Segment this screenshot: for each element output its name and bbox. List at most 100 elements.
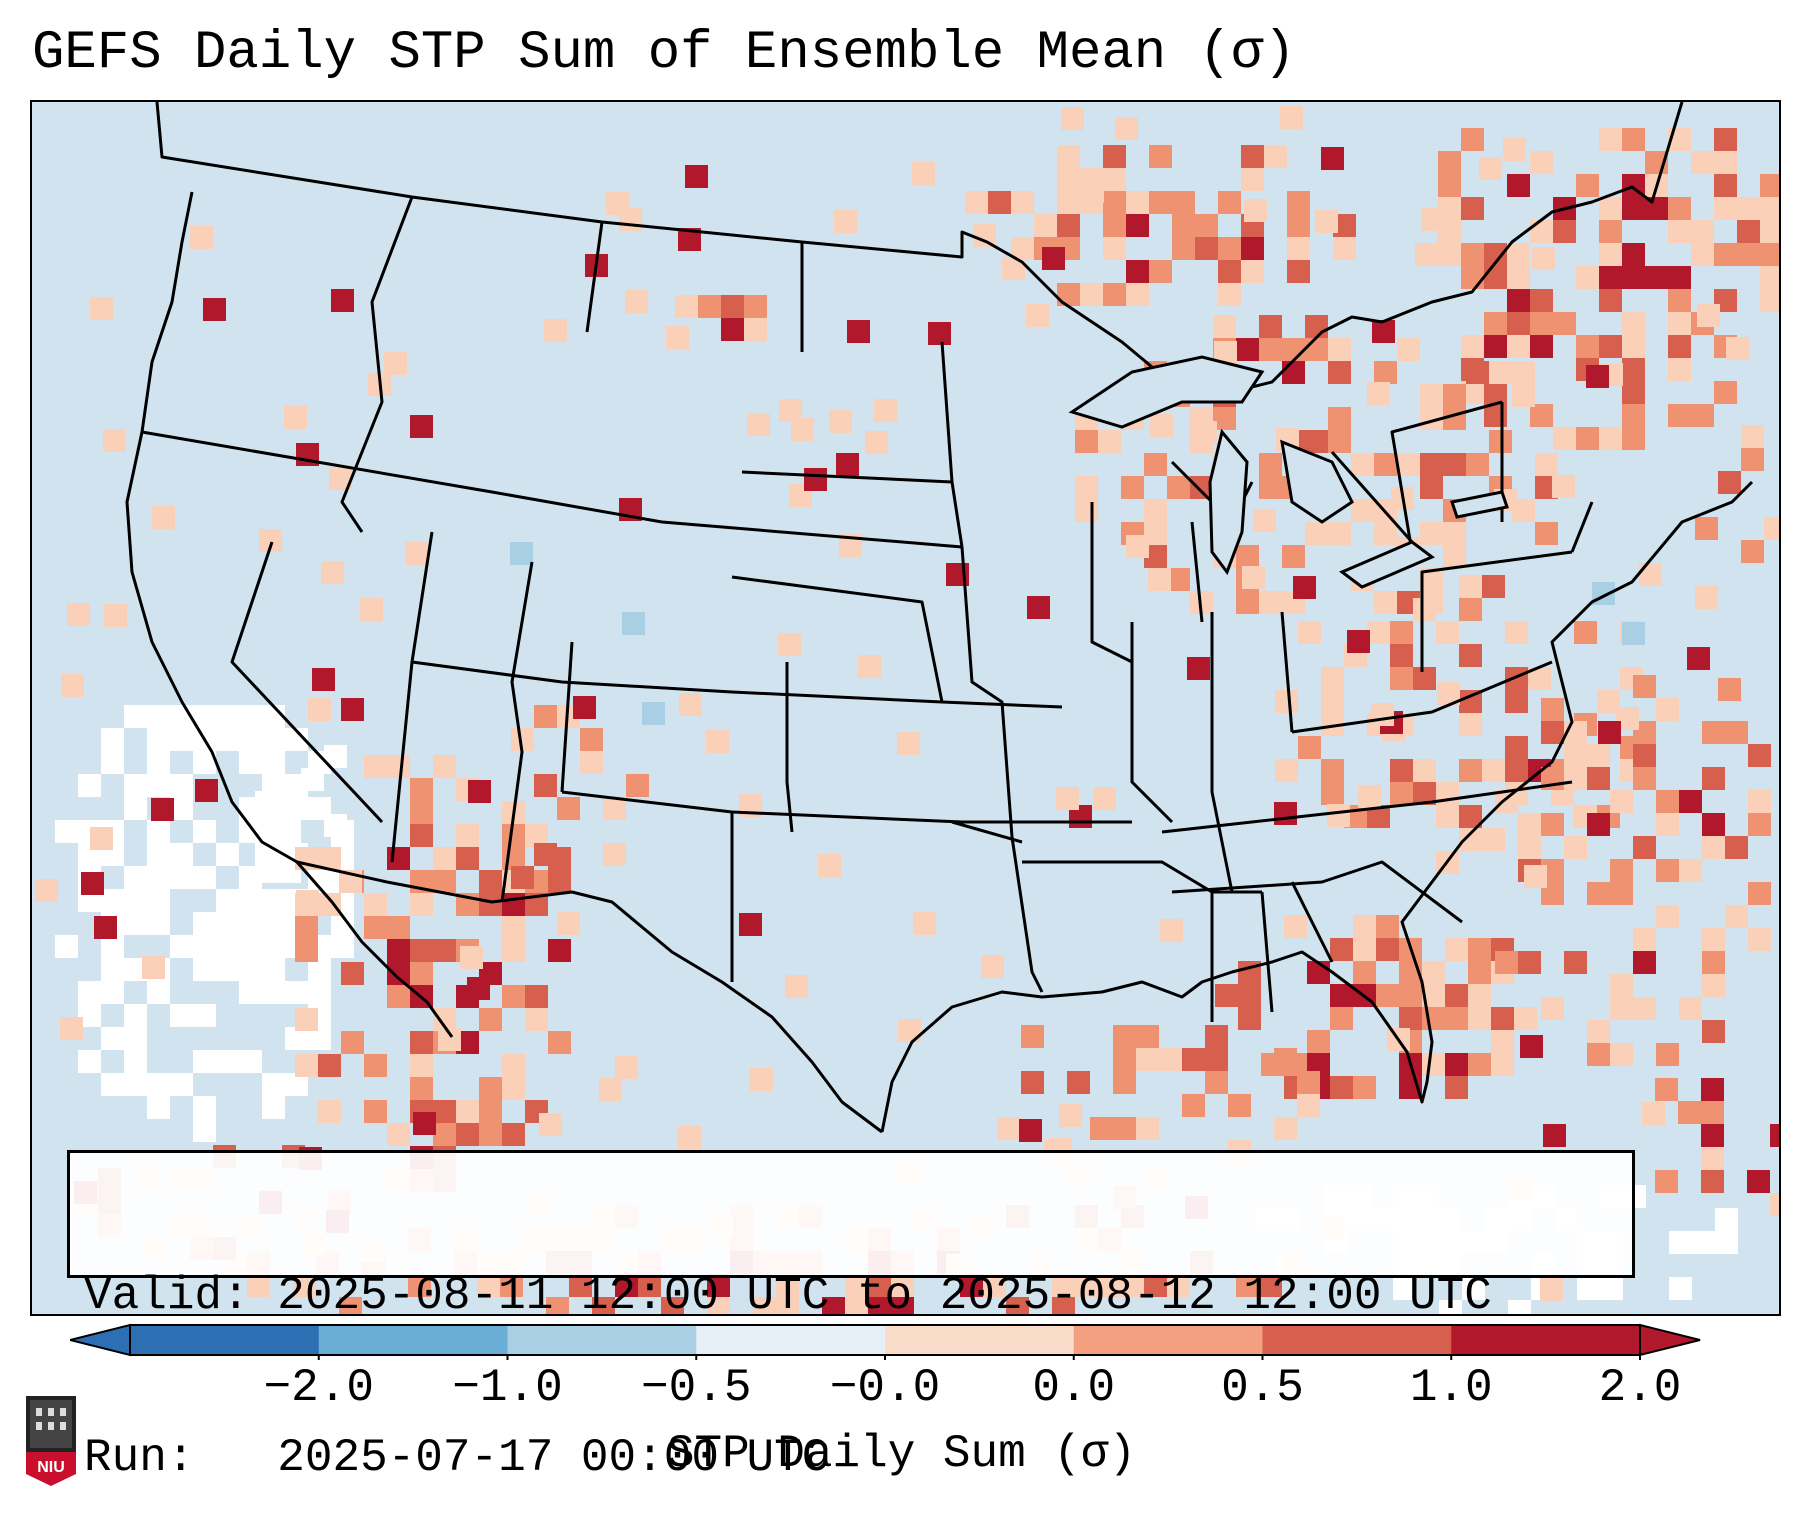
field-cell: [891, 1297, 914, 1314]
field-cell: [387, 985, 410, 1008]
field-cell: [638, 1274, 661, 1297]
field-cell: [1390, 667, 1413, 690]
lake-huron: [1280, 439, 1354, 524]
field-cell: [1656, 1043, 1679, 1066]
field-cell: [1397, 338, 1420, 361]
field-cell: [1443, 545, 1466, 568]
field-cell-low: [124, 958, 147, 981]
field-cell: [1491, 1053, 1514, 1076]
field-cell: [698, 295, 721, 318]
field-cell: [90, 297, 113, 320]
field-cell: [1413, 759, 1436, 782]
field-cell: [308, 698, 331, 721]
field-cell: [190, 226, 213, 249]
field-cell: [1633, 951, 1656, 974]
field-cell-low: [147, 774, 170, 797]
field-cell: [603, 797, 626, 820]
field-cell: [1459, 828, 1482, 851]
field-cell: [1236, 591, 1259, 614]
field-cell: [479, 870, 502, 893]
field-cell: [1468, 938, 1491, 961]
field-cell-low: [124, 705, 147, 728]
field-cell-low: [216, 912, 239, 935]
field-cell: [1610, 882, 1633, 905]
field-cell: [1297, 1071, 1320, 1094]
colorbar-extend-high: [1639, 1323, 1701, 1357]
field-cell-low: [78, 1050, 101, 1073]
field-cell: [1236, 1274, 1259, 1297]
field-cell: [1098, 1274, 1121, 1297]
field-cell-low: [124, 1050, 147, 1073]
field-cell: [1564, 836, 1587, 859]
field-cell: [1541, 721, 1564, 744]
field-cell: [456, 1031, 479, 1054]
field-cell: [502, 985, 525, 1008]
field-cell: [364, 1054, 387, 1077]
field-cell: [753, 1297, 776, 1314]
field-cell: [1495, 951, 1518, 974]
field-cell: [1691, 220, 1714, 243]
field-cell-low: [285, 1073, 308, 1096]
field-cell: [1512, 384, 1535, 407]
field-cell-low: [193, 1004, 216, 1027]
field-cell: [1760, 174, 1779, 197]
field-cell: [1218, 237, 1241, 260]
field-cell: [1075, 476, 1098, 499]
field-cell: [410, 962, 433, 985]
field-cell: [1610, 997, 1633, 1020]
field-cell: [1057, 168, 1080, 191]
field-cell: [1484, 335, 1507, 358]
field-cell: [1330, 984, 1353, 1007]
field-cell: [1307, 1053, 1330, 1076]
field-cell: [678, 1126, 701, 1149]
field-cell: [1587, 1020, 1610, 1043]
field-cell: [1057, 214, 1080, 237]
field-cell: [1205, 1048, 1228, 1071]
field-cell: [1305, 430, 1328, 453]
field-cell: [1532, 247, 1555, 270]
field-cell-low: [239, 912, 262, 935]
field-cell: [456, 1100, 479, 1123]
colorbar-tick-label: 2.0: [1598, 1362, 1682, 1414]
field-cell: [1701, 1170, 1724, 1193]
field-cell: [1321, 759, 1344, 782]
field-cell: [296, 890, 319, 913]
field-cell: [341, 1031, 364, 1054]
field-cell-low: [147, 843, 170, 866]
field-cell: [1144, 499, 1167, 522]
field-cell: [1530, 151, 1553, 174]
field-cell: [739, 913, 762, 936]
field-cell: [1718, 471, 1741, 494]
field-cell: [1668, 220, 1691, 243]
field-cell: [1503, 138, 1526, 161]
field-cell: [1725, 836, 1748, 859]
field-cell: [1505, 621, 1528, 644]
field-cell: [818, 854, 841, 877]
field-cell: [1633, 997, 1656, 1020]
field-cell: [1218, 283, 1241, 306]
field-cell: [1390, 644, 1413, 667]
field-cell-low: [285, 728, 308, 751]
field-cell: [1420, 384, 1443, 407]
field-cell: [94, 916, 117, 939]
field-cell: [1737, 243, 1760, 266]
field-cell: [1461, 335, 1484, 358]
field-cell: [1436, 621, 1459, 644]
field-cell-low: [124, 912, 147, 935]
field-cell: [1374, 522, 1397, 545]
field-cell: [1459, 805, 1482, 828]
field-cell-low: [216, 705, 239, 728]
field-cell: [1461, 243, 1484, 266]
field-cell: [1599, 335, 1622, 358]
field-cell: [1420, 522, 1443, 545]
field-cell: [707, 1297, 730, 1314]
field-cell: [1468, 961, 1491, 984]
field-cell-low: [78, 1004, 101, 1027]
field-cell-low: [101, 1073, 124, 1096]
field-cell: [1491, 1007, 1514, 1030]
field-cell: [318, 847, 341, 870]
field-cell: [525, 985, 548, 1008]
field-cell: [1021, 1025, 1044, 1048]
field-cell: [1103, 191, 1126, 214]
field-cell: [387, 939, 410, 962]
